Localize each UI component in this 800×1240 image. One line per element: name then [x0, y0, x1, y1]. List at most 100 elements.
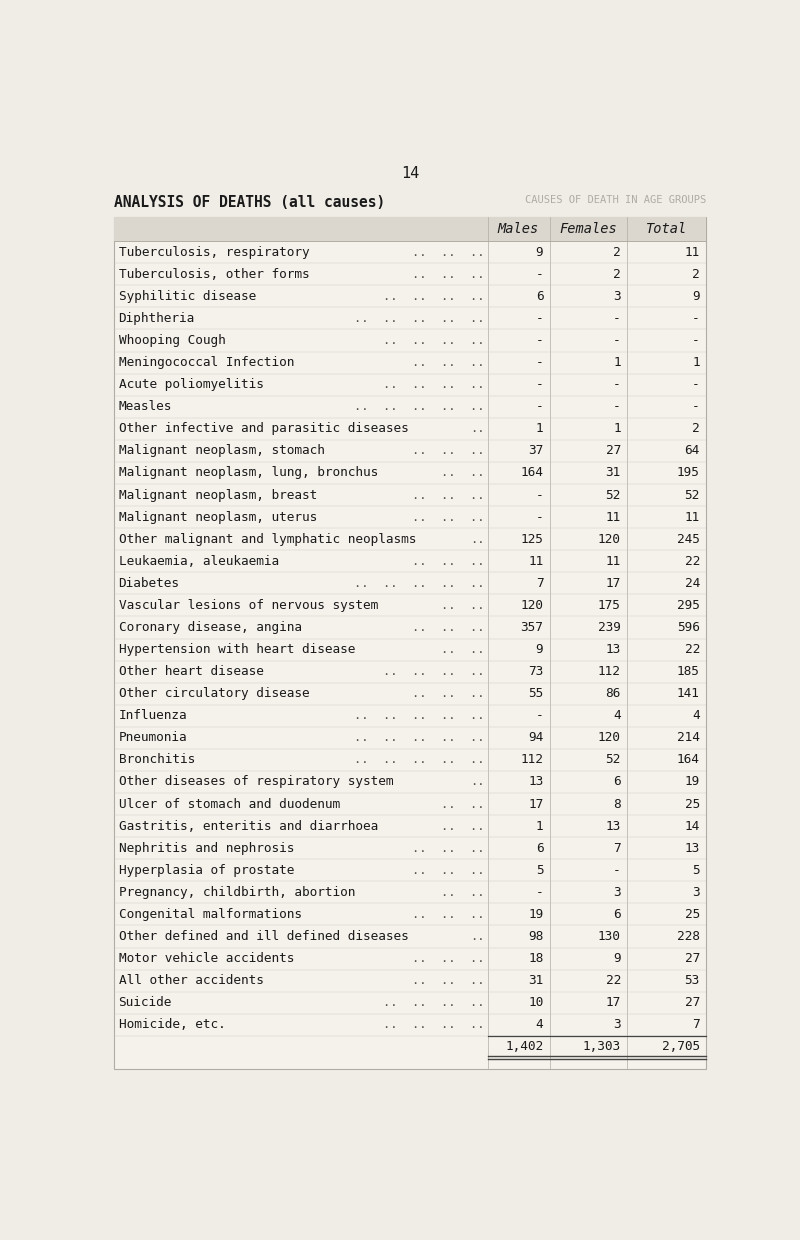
Text: 37: 37	[528, 444, 543, 458]
Text: Ulcer of stomach and duodenum: Ulcer of stomach and duodenum	[118, 797, 340, 811]
Text: 9: 9	[536, 246, 543, 259]
Text: 73: 73	[528, 665, 543, 678]
Text: Malignant neoplasm, uterus: Malignant neoplasm, uterus	[118, 511, 317, 523]
Text: 6: 6	[613, 908, 621, 921]
Text: 4: 4	[536, 1018, 543, 1032]
Text: ..  ..  ..: .. .. ..	[412, 356, 485, 370]
Text: Suicide: Suicide	[118, 996, 172, 1009]
Text: Vascular lesions of nervous system: Vascular lesions of nervous system	[118, 599, 378, 611]
Text: 27: 27	[685, 996, 700, 1009]
Text: ..  ..  ..: .. .. ..	[412, 489, 485, 501]
Text: Hyperplasia of prostate: Hyperplasia of prostate	[118, 864, 294, 877]
Text: ..  ..: .. ..	[441, 644, 485, 656]
Text: 25: 25	[685, 908, 700, 921]
Text: 164: 164	[677, 754, 700, 766]
Text: 55: 55	[528, 687, 543, 701]
Text: -: -	[692, 401, 700, 413]
Text: 17: 17	[606, 577, 621, 590]
Text: ..  ..  ..  ..  ..: .. .. .. .. ..	[354, 754, 485, 766]
Text: ANALYSIS OF DEATHS (all causes): ANALYSIS OF DEATHS (all causes)	[114, 195, 386, 210]
Text: Other circulatory disease: Other circulatory disease	[118, 687, 310, 701]
Text: 27: 27	[606, 444, 621, 458]
Text: ..  ..: .. ..	[441, 797, 485, 811]
Text: Tuberculosis, respiratory: Tuberculosis, respiratory	[118, 246, 310, 259]
Text: Nephritis and nephrosis: Nephritis and nephrosis	[118, 842, 294, 854]
Text: ..  ..: .. ..	[441, 885, 485, 899]
Text: 3: 3	[613, 290, 621, 303]
Text: 13: 13	[606, 820, 621, 832]
Text: 214: 214	[677, 732, 700, 744]
Text: ..  ..  ..  ..  ..: .. .. .. .. ..	[354, 312, 485, 325]
Text: 17: 17	[528, 797, 543, 811]
Text: 19: 19	[528, 908, 543, 921]
Text: -: -	[536, 709, 543, 722]
Text: -: -	[536, 268, 543, 280]
Text: -: -	[613, 378, 621, 391]
Text: 22: 22	[685, 644, 700, 656]
Text: -: -	[613, 401, 621, 413]
Bar	[114, 217, 706, 1069]
Text: 120: 120	[598, 732, 621, 744]
Text: 11: 11	[528, 554, 543, 568]
Text: 17: 17	[606, 996, 621, 1009]
Text: Measles: Measles	[118, 401, 172, 413]
Text: 25: 25	[685, 797, 700, 811]
Text: 53: 53	[685, 975, 700, 987]
Text: Other heart disease: Other heart disease	[118, 665, 263, 678]
Text: 3: 3	[613, 885, 621, 899]
Text: ..  ..: .. ..	[441, 820, 485, 832]
Text: Motor vehicle accidents: Motor vehicle accidents	[118, 952, 294, 965]
Text: 112: 112	[521, 754, 543, 766]
Text: 52: 52	[685, 489, 700, 501]
Text: Bronchitis: Bronchitis	[118, 754, 195, 766]
Text: Total: Total	[646, 222, 687, 236]
Text: 6: 6	[536, 290, 543, 303]
Text: 112: 112	[598, 665, 621, 678]
Text: Pregnancy, childbirth, abortion: Pregnancy, childbirth, abortion	[118, 885, 355, 899]
Text: 52: 52	[606, 754, 621, 766]
Text: 120: 120	[598, 533, 621, 546]
Text: ..  ..: .. ..	[441, 466, 485, 480]
Text: 9: 9	[692, 290, 700, 303]
Text: 6: 6	[613, 775, 621, 789]
Text: ..  ..  ..  ..  ..: .. .. .. .. ..	[354, 577, 485, 590]
Text: ..  ..  ..: .. .. ..	[412, 444, 485, 458]
Text: 13: 13	[528, 775, 543, 789]
Text: Other infective and parasitic diseases: Other infective and parasitic diseases	[118, 423, 408, 435]
Text: Other malignant and lymphatic neoplasms: Other malignant and lymphatic neoplasms	[118, 533, 416, 546]
Text: Meningococcal Infection: Meningococcal Infection	[118, 356, 294, 370]
Text: 141: 141	[677, 687, 700, 701]
Text: 357: 357	[521, 621, 543, 634]
Text: 19: 19	[685, 775, 700, 789]
Text: Syphilitic disease: Syphilitic disease	[118, 290, 256, 303]
Text: Gastritis, enteritis and diarrhoea: Gastritis, enteritis and diarrhoea	[118, 820, 378, 832]
Text: CAUSES OF DEATH IN AGE GROUPS: CAUSES OF DEATH IN AGE GROUPS	[525, 195, 706, 205]
Text: 13: 13	[606, 644, 621, 656]
Text: 2: 2	[613, 246, 621, 259]
Text: 2: 2	[613, 268, 621, 280]
Text: 11: 11	[606, 554, 621, 568]
Text: ..  ..  ..: .. .. ..	[412, 975, 485, 987]
Text: 245: 245	[677, 533, 700, 546]
Text: Malignant neoplasm, stomach: Malignant neoplasm, stomach	[118, 444, 325, 458]
Text: 5: 5	[536, 864, 543, 877]
Text: -: -	[536, 401, 543, 413]
Text: ..  ..  ..  ..  ..: .. .. .. .. ..	[354, 732, 485, 744]
Text: 11: 11	[606, 511, 621, 523]
Text: Hypertension with heart disease: Hypertension with heart disease	[118, 644, 355, 656]
Text: 31: 31	[528, 975, 543, 987]
Text: 11: 11	[685, 511, 700, 523]
Text: ..  ..  ..  ..: .. .. .. ..	[383, 665, 485, 678]
Text: 120: 120	[521, 599, 543, 611]
Text: 4: 4	[692, 709, 700, 722]
Text: -: -	[536, 489, 543, 501]
Text: 2: 2	[692, 268, 700, 280]
Text: 7: 7	[536, 577, 543, 590]
Text: ..  ..  ..: .. .. ..	[412, 511, 485, 523]
Text: 14: 14	[685, 820, 700, 832]
Text: 1,402: 1,402	[505, 1040, 543, 1053]
Text: -: -	[536, 378, 543, 391]
Text: 7: 7	[692, 1018, 700, 1032]
Text: 98: 98	[528, 930, 543, 942]
Text: ..  ..  ..: .. .. ..	[412, 864, 485, 877]
